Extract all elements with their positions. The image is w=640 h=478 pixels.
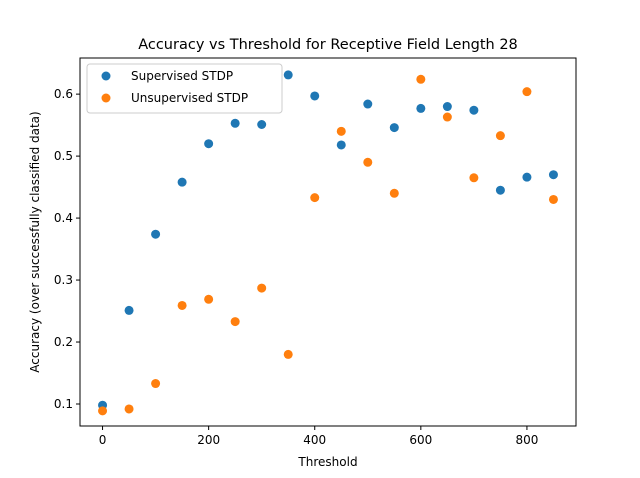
data-point [495,185,505,195]
data-point [389,123,399,133]
data-point [548,170,558,180]
x-tick-label: 200 [197,433,220,447]
legend-label: Unsupervised STDP [131,91,248,105]
y-tick-label: 0.1 [54,397,73,411]
plot-area [79,57,577,427]
data-point [177,177,187,187]
data-point [283,70,293,80]
x-tick-label: 0 [99,433,107,447]
data-point [204,139,214,149]
chart-title: Accuracy vs Threshold for Receptive Fiel… [138,37,518,53]
data-point [151,379,161,389]
x-tick-label: 800 [515,433,538,447]
legend-label: Supervised STDP [131,69,233,83]
legend-frame [86,63,283,114]
legend-marker [101,93,111,103]
data-point [416,103,426,113]
data-point [442,112,452,122]
y-tick-label: 0.6 [54,87,73,101]
data-point [336,140,346,150]
data-point [310,91,320,101]
data-point [469,105,479,115]
data-point [469,173,479,183]
legend-marker [101,71,111,81]
data-point [204,294,214,304]
data-point [230,317,240,327]
y-axis: 0.1 0.2 0.3 0.4 0.5 0.6 [54,87,80,411]
x-tick-label: 400 [303,433,326,447]
data-point [522,172,532,182]
data-point [230,118,240,128]
data-point [416,74,426,84]
data-point [363,99,373,109]
data-point [442,102,452,112]
data-point [389,188,399,198]
data-point [522,87,532,97]
data-point [363,157,373,167]
data-point [336,126,346,136]
series-2 [98,74,558,416]
series-1 [98,70,558,410]
y-axis-label: Accuracy (over successfully classified d… [28,111,42,372]
x-tick-label: 600 [409,433,432,447]
data-point [548,194,558,204]
data-point [257,283,267,293]
data-point [151,229,161,239]
data-point [124,404,134,414]
legend: Supervised STDP Unsupervised STDP [86,63,283,114]
x-axis-label: Threshold [297,455,357,469]
data-point [310,193,320,203]
y-tick-label: 0.4 [54,211,73,225]
y-tick-label: 0.5 [54,149,73,163]
y-tick-label: 0.3 [54,273,73,287]
data-point [257,119,267,129]
data-point [177,300,187,310]
y-tick-label: 0.2 [54,335,73,349]
plot-frame [79,57,577,427]
data-point [124,305,134,315]
data-point [98,406,108,416]
data-point [495,131,505,141]
x-axis: 0 200 400 600 800 [99,426,538,447]
data-point [283,349,293,359]
